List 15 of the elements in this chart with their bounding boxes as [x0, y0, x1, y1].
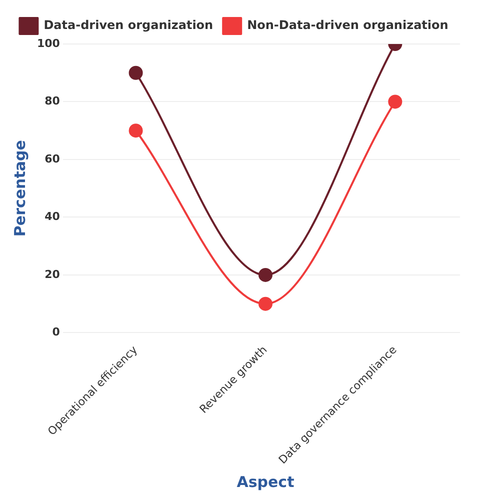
y-tick-label: 60 [44, 152, 60, 166]
point [258, 268, 272, 282]
x-axis-title: Aspect [236, 472, 294, 491]
point [128, 66, 143, 80]
y-tick-label: 80 [44, 94, 60, 108]
y-axis-title: Percentage [10, 140, 29, 237]
point [388, 94, 402, 109]
y-tick-label: 0 [52, 326, 60, 339]
point [258, 296, 272, 311]
point [128, 124, 143, 138]
y-tick-label: 100 [36, 36, 60, 50]
legend-label: Non-Data-driven organization [247, 18, 448, 32]
legend-label: Data-driven organization [44, 18, 214, 32]
y-tick-label: 20 [44, 268, 60, 281]
y-tick-label: 40 [44, 210, 60, 224]
